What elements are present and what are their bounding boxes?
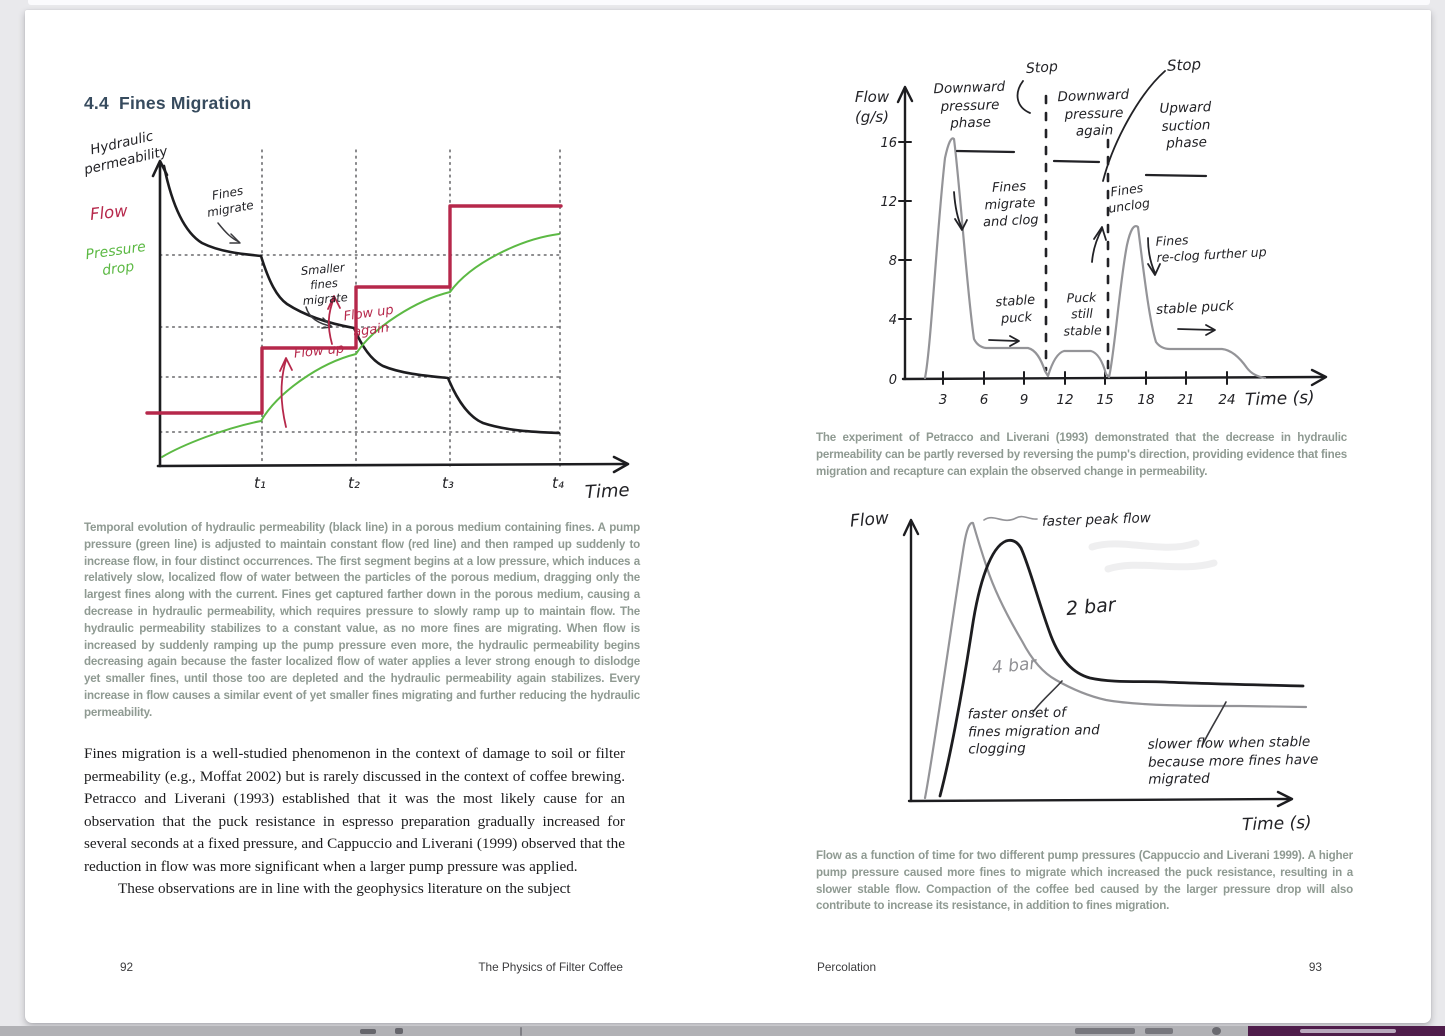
- x-tick-9: 9: [1020, 392, 1029, 408]
- x-tick-t4: t₄: [552, 474, 564, 492]
- ghost-erased-marks: [1088, 539, 1218, 573]
- figure-pump-reversal-canvas: 16 12 8 4 0 3 6 9 12 15 18 21 24: [880, 70, 1328, 408]
- cutoff-content-fragment: [360, 1029, 376, 1034]
- cutoff-accent-banner: [1248, 1026, 1445, 1036]
- series-label-2-bar: 2 bar: [1065, 593, 1117, 621]
- axis-ticks: [898, 141, 1228, 385]
- x-tick-6: 6: [980, 392, 989, 408]
- y-tick-4: 4: [889, 313, 897, 328]
- annotation-puck-still-stable: Puck still stable: [1063, 289, 1102, 339]
- figure-permeability-flow-pressure: Hydraulic permeability Flow Pressure dro…: [80, 128, 660, 515]
- figure-caption-left: Temporal evolution of hydraulic permeabi…: [84, 521, 640, 719]
- annotation-slower-flow: slower flow when stable because more fin…: [1147, 733, 1319, 788]
- faster-peak-pointer: [983, 515, 1038, 522]
- page-number-left: 92: [120, 960, 134, 974]
- book-page-spread: 4.4 Fines Migration: [25, 10, 1431, 1023]
- slower-flow-pointer: [1201, 701, 1227, 747]
- series-label-4-bar: 4 bar: [991, 653, 1038, 679]
- y-tick-12: 12: [880, 195, 897, 210]
- x-axis-label-time-s: Time (s): [1244, 387, 1315, 411]
- previous-page-edge: [28, 0, 1430, 5]
- stop-event-dashed-lines: [1044, 94, 1110, 372]
- body-text-block: Fines migration is a well-studied phenom…: [84, 743, 625, 901]
- y-tick-16: 16: [880, 136, 897, 151]
- flow-up-again-arrow: [327, 295, 341, 345]
- curve-4-bar: [923, 521, 1308, 800]
- cutoff-text-fragment: [1075, 1028, 1135, 1034]
- annotation-stop-1: Stop: [1025, 58, 1059, 78]
- annotation-stop-2: Stop: [1166, 55, 1202, 75]
- fines-reclog-arrow: [1147, 237, 1161, 276]
- page-number-right: 93: [1308, 960, 1322, 974]
- cutoff-divider: [520, 1027, 522, 1036]
- stable-puck-arrow-1: [988, 335, 1020, 347]
- annotation-downward-pressure-again: Downward pressure again: [1057, 86, 1130, 140]
- x-tick-18: 18: [1137, 392, 1154, 408]
- body-paragraph-2: These observations are in line with the …: [118, 880, 571, 897]
- x-tick-t1: t₁: [254, 474, 266, 492]
- y-axis-label-flow-gs: Flow (g/s): [854, 88, 890, 126]
- x-tick-3: 3: [939, 392, 948, 408]
- x-tick-15: 15: [1096, 392, 1113, 408]
- faster-onset-pointer: [1032, 680, 1063, 713]
- annotation-faster-onset: faster onset of fines migration and clog…: [967, 704, 1100, 758]
- x-axis-label-time-s: Time (s): [1241, 812, 1312, 836]
- x-tick-12: 12: [1056, 392, 1073, 408]
- fines-migrate-clog-arrow: [953, 191, 968, 231]
- figure-permeability-canvas: [145, 149, 630, 474]
- x-tick-t2: t₂: [348, 474, 360, 492]
- cutoff-text-fragment: [1145, 1028, 1173, 1034]
- annotation-stable-puck-1: stable puck: [995, 292, 1036, 327]
- cutoff-banner-text-fragment: [1300, 1029, 1396, 1033]
- annotation-downward-pressure-phase: Downward pressure phase: [933, 78, 1006, 132]
- annotation-upward-suction-phase: Upward suction phase: [1159, 99, 1212, 152]
- stop1-pointer: [1016, 80, 1031, 114]
- annotation-smaller-fines-migrate: Smaller fines migrate: [300, 260, 349, 308]
- figure-two-pressures: Flow faster peak flow 2 bar 4 bar faster…: [840, 505, 1360, 845]
- y-tick-0: 0: [889, 373, 897, 388]
- x-tick-24: 24: [1218, 392, 1235, 408]
- flow-step-curve: [145, 204, 563, 415]
- y-tick-labels: 16 12 8 4 0: [880, 136, 897, 388]
- figure-two-pressures-canvas: [902, 515, 1308, 808]
- fines-migrate-arrow: [217, 222, 241, 244]
- running-title-right: Percolation: [817, 960, 877, 974]
- section-heading: 4.4 Fines Migration: [84, 93, 252, 113]
- fines-unclog-arrow: [1091, 226, 1107, 263]
- cutoff-icon-fragment: [1212, 1027, 1221, 1035]
- figure-caption-top-right: The experiment of Petracco and Liverani …: [816, 431, 1347, 478]
- y-tick-8: 8: [889, 254, 897, 269]
- axes: [896, 85, 1328, 387]
- x-tick-t3: t₃: [442, 474, 454, 492]
- flow-up-arrow: [279, 357, 293, 428]
- x-tick-21: 21: [1177, 392, 1194, 408]
- phase-underlines: [955, 149, 1208, 178]
- pressure-drop-curve: [161, 233, 560, 458]
- flow-curve: [923, 137, 1267, 380]
- figure-pump-reversal: 16 12 8 4 0 3 6 9 12 15 18 21 24 Flow (g…: [840, 50, 1360, 422]
- stable-puck-arrow-2: [1177, 324, 1216, 336]
- permeability-curve: [162, 164, 561, 435]
- annotation-fines-migrate-and-clog: Fines migrate and clog: [982, 179, 1039, 231]
- body-paragraph-1: Fines migration is a well-studied phenom…: [84, 745, 625, 875]
- figure-caption-bottom-right: Flow as a function of time for two diffe…: [816, 849, 1353, 913]
- cutoff-content-fragment: [395, 1028, 403, 1034]
- x-tick-labels: 3 6 9 12 15 18 21 24: [939, 392, 1236, 408]
- y-axis-label-flow: Flow: [89, 201, 129, 224]
- stop2-pointer: [1102, 70, 1166, 182]
- y-axis-label-flow: Flow: [849, 508, 890, 532]
- running-title-left: The Physics of Filter Coffee: [478, 960, 623, 974]
- axes: [902, 518, 1294, 808]
- x-axis-label-time: Time: [584, 479, 631, 504]
- curve-2-bar: [938, 538, 1305, 798]
- next-spread-sliver: [0, 1026, 1445, 1036]
